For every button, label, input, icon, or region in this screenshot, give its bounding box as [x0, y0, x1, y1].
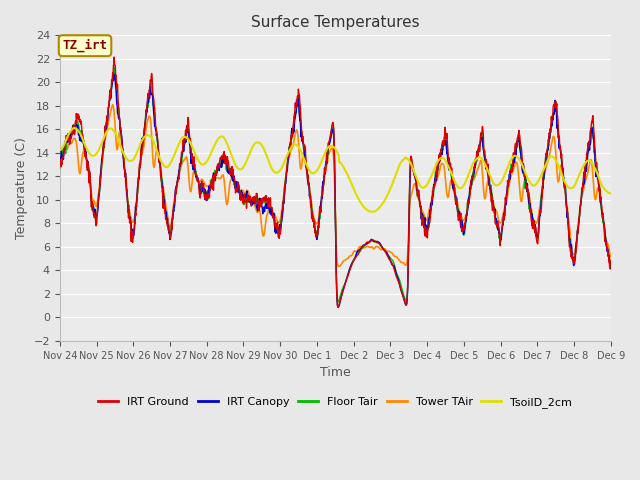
Y-axis label: Temperature (C): Temperature (C) — [15, 137, 28, 239]
X-axis label: Time: Time — [320, 366, 351, 379]
Title: Surface Temperatures: Surface Temperatures — [251, 15, 420, 30]
Legend: IRT Ground, IRT Canopy, Floor Tair, Tower TAir, TsoilD_2cm: IRT Ground, IRT Canopy, Floor Tair, Towe… — [94, 393, 577, 412]
Text: TZ_irt: TZ_irt — [63, 39, 108, 52]
